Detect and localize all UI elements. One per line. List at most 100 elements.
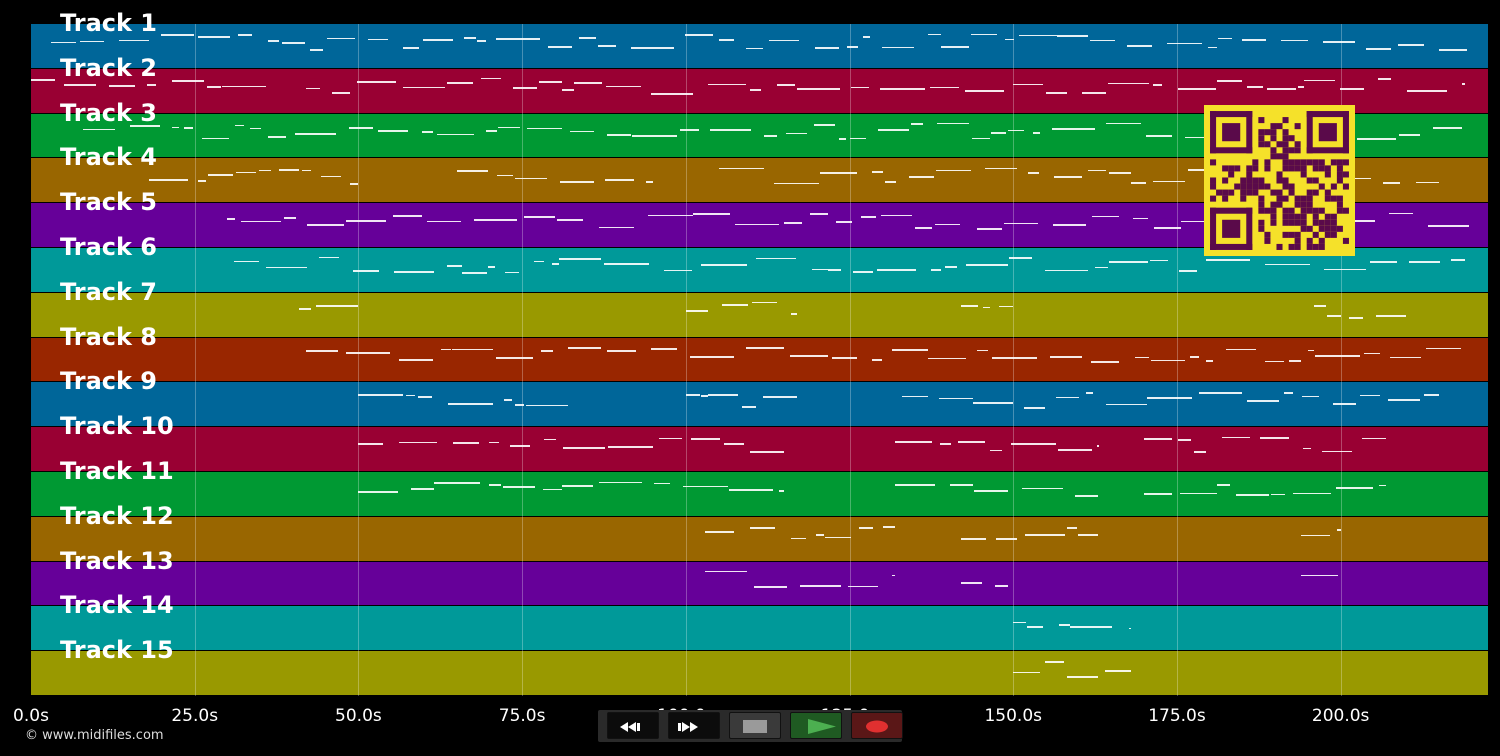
note: [1179, 269, 1197, 272]
note: [598, 45, 616, 48]
note: [1089, 39, 1116, 41]
note: [1217, 80, 1242, 83]
note: [1408, 260, 1440, 263]
play-icon: [808, 719, 836, 734]
note: [786, 132, 807, 134]
track-lane[interactable]: [31, 472, 1488, 517]
note: [960, 582, 982, 585]
note: [1074, 494, 1099, 497]
note: [302, 170, 312, 172]
qr-code: [1204, 105, 1355, 256]
note: [604, 179, 635, 182]
track-lane[interactable]: [31, 382, 1488, 428]
note: [847, 45, 859, 48]
stop-button[interactable]: [729, 712, 781, 739]
track-lane[interactable]: [31, 427, 1488, 472]
track-lane[interactable]: [31, 651, 1488, 696]
track-lane[interactable]: [31, 606, 1488, 652]
track-lane[interactable]: [31, 516, 1488, 562]
note: [892, 349, 928, 352]
note: [1432, 127, 1462, 130]
note: [819, 171, 858, 174]
note: [895, 441, 933, 444]
note: [496, 357, 533, 360]
note: [512, 86, 538, 89]
note: [877, 268, 916, 271]
note: [1091, 215, 1119, 217]
track-label: Track 6: [60, 233, 158, 261]
fast-forward-button[interactable]: [668, 712, 720, 739]
note: [1387, 399, 1421, 402]
note: [1339, 220, 1376, 223]
note: [689, 356, 735, 359]
note: [346, 220, 387, 223]
note: [1013, 672, 1040, 674]
note: [800, 584, 841, 587]
note: [258, 170, 272, 172]
note: [496, 175, 514, 177]
note: [462, 271, 488, 274]
note: [436, 133, 475, 135]
note: [31, 79, 55, 82]
track-lane[interactable]: [31, 24, 1488, 69]
copyright-text: © www.midifiles.com: [25, 728, 164, 743]
note: [1415, 182, 1439, 184]
note: [751, 302, 778, 304]
note: [326, 38, 355, 40]
note: [1045, 92, 1067, 95]
note: [1217, 483, 1231, 486]
note: [972, 138, 991, 140]
note: [208, 174, 234, 177]
note: [426, 220, 462, 222]
note: [927, 33, 941, 35]
note: [1438, 48, 1467, 51]
play-button[interactable]: [790, 712, 842, 739]
note: [779, 490, 785, 493]
note: [931, 268, 942, 271]
note: [562, 89, 574, 92]
note: [345, 351, 390, 354]
rewind-button[interactable]: [607, 712, 659, 739]
note: [1180, 220, 1204, 222]
note: [1205, 258, 1251, 261]
note: [559, 257, 601, 260]
note: [171, 80, 205, 83]
note: [526, 404, 568, 406]
note: [971, 34, 998, 35]
note: [184, 126, 193, 129]
note: [1024, 533, 1066, 536]
note: [267, 40, 280, 43]
note: [877, 128, 910, 131]
note: [1023, 406, 1045, 409]
note: [745, 347, 784, 350]
note: [234, 125, 245, 127]
note: [1153, 226, 1181, 229]
time-tick-label: 175.0s: [1148, 706, 1206, 726]
note: [504, 399, 512, 402]
note: [910, 122, 923, 125]
note: [221, 86, 266, 88]
track-lane[interactable]: [31, 337, 1488, 383]
note: [832, 356, 857, 359]
note: [393, 215, 423, 218]
note: [990, 131, 1007, 134]
track-lane[interactable]: [31, 561, 1488, 607]
note: [651, 348, 677, 351]
note: [1027, 172, 1039, 175]
note: [828, 269, 842, 272]
note: [447, 403, 493, 406]
note: [422, 39, 454, 42]
note: [858, 527, 874, 530]
record-button[interactable]: [851, 712, 903, 739]
note: [1462, 82, 1466, 85]
note: [1375, 314, 1407, 317]
note: [1013, 622, 1027, 624]
note: [1390, 357, 1421, 359]
track-lane[interactable]: [31, 292, 1488, 338]
note: [1130, 182, 1147, 185]
note: [1280, 39, 1308, 41]
note: [527, 127, 563, 129]
note: [398, 442, 437, 444]
note: [307, 223, 345, 226]
note: [647, 215, 693, 217]
